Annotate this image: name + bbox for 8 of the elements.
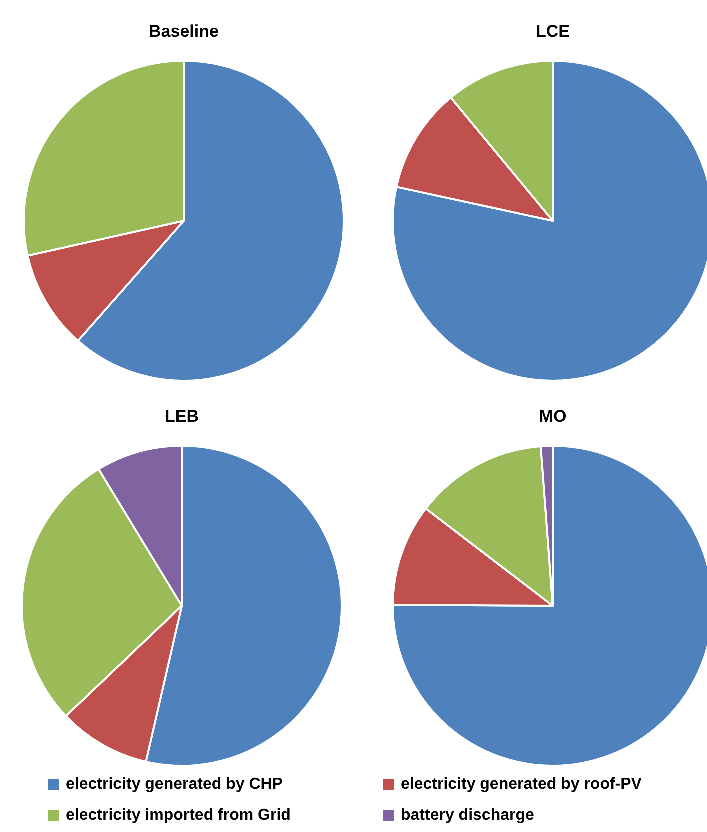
legend-label: electricity generated by roof-PV (401, 776, 642, 794)
chart-title: MO (539, 407, 567, 426)
chart-title: LEB (165, 407, 199, 426)
chart-title: Baseline (149, 22, 219, 41)
legend-label: electricity imported from Grid (66, 807, 291, 824)
legend-label: electricity generated by CHP (66, 776, 284, 794)
chart-title: LCE (536, 22, 570, 41)
legend-label: battery discharge (401, 807, 534, 824)
